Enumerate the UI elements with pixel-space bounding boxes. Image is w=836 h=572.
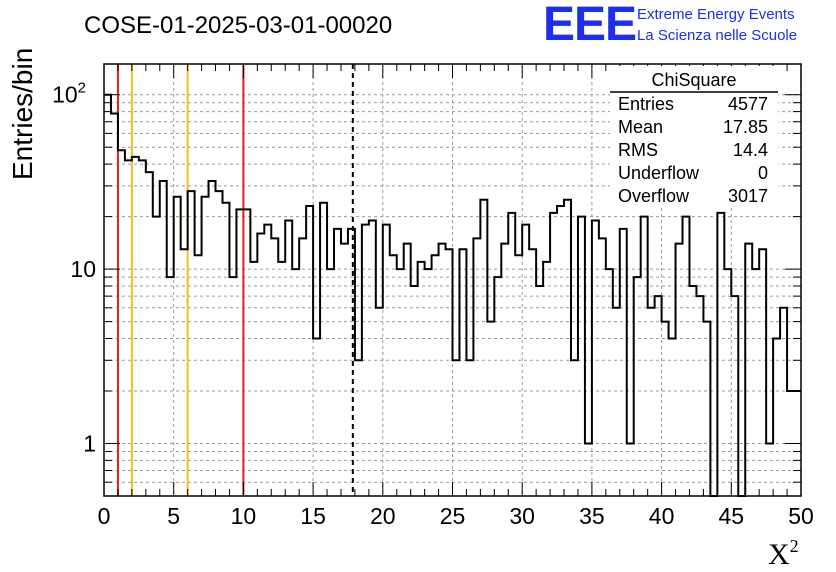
x-tick-label: 30 [509,503,535,529]
stats-box-bg [610,66,778,208]
y-tick-label: 10 [70,256,96,282]
x-axis-title-sup: 2 [790,536,799,556]
x-tick-label: 25 [440,503,466,529]
y-axis-title: Entries/bin [7,48,38,180]
stats-rows: Entries 4577 Mean 17.85 RMS 14.4 Underflow 0 Ove… [618,94,768,206]
y-tick-label: 1 [83,431,96,457]
stats-row-label: Entries [618,94,674,114]
x-tick-label: 5 [167,503,180,529]
stats-box-title: ChiSquare [651,70,736,90]
x-tick-label: 15 [300,503,326,529]
x-axis-title: X2 [768,536,799,571]
logo-line2: La Scienza nelle Scuole [637,27,797,44]
stats-box: ChiSquare Entries 4577 Mean 17.85 RMS 14.4 Und… [610,66,778,208]
x-tick-label: 10 [231,503,257,529]
stats-row-label: RMS [618,140,658,160]
stats-row-value: 14.4 [733,140,768,160]
y-tick-label: 102 [52,80,86,108]
reference-lines [116,64,354,496]
x-tick-labels: 0 5 10 15 20 25 30 35 40 45 50 [98,503,814,529]
y-tick-label-exp: 2 [78,80,86,97]
eee-logo: EEE Extreme Energy Events La Scienza nel… [543,0,797,51]
stats-row-value: 4577 [728,94,768,114]
x-tick-label: 0 [98,503,111,529]
y-tick-labels: 1 10 102 [52,80,96,457]
x-tick-label: 45 [719,503,745,529]
stats-row-value: 0 [758,163,768,183]
stats-row-label: Mean [618,117,663,137]
chart-title: COSE-01-2025-03-01-00020 [84,12,392,39]
logo-mark: EEE [543,0,636,51]
x-tick-label: 50 [788,503,814,529]
x-tick-label: 35 [579,503,605,529]
logo-line1: Extreme Energy Events [637,6,795,23]
stats-row-value: 3017 [728,186,768,206]
stats-row-label: Underflow [618,163,700,183]
x-tick-label: 40 [649,503,675,529]
stats-row-label: Overflow [618,186,690,206]
histogram-line [104,93,801,497]
x-tick-label: 20 [370,503,396,529]
stats-row-value: 17.85 [723,117,768,137]
